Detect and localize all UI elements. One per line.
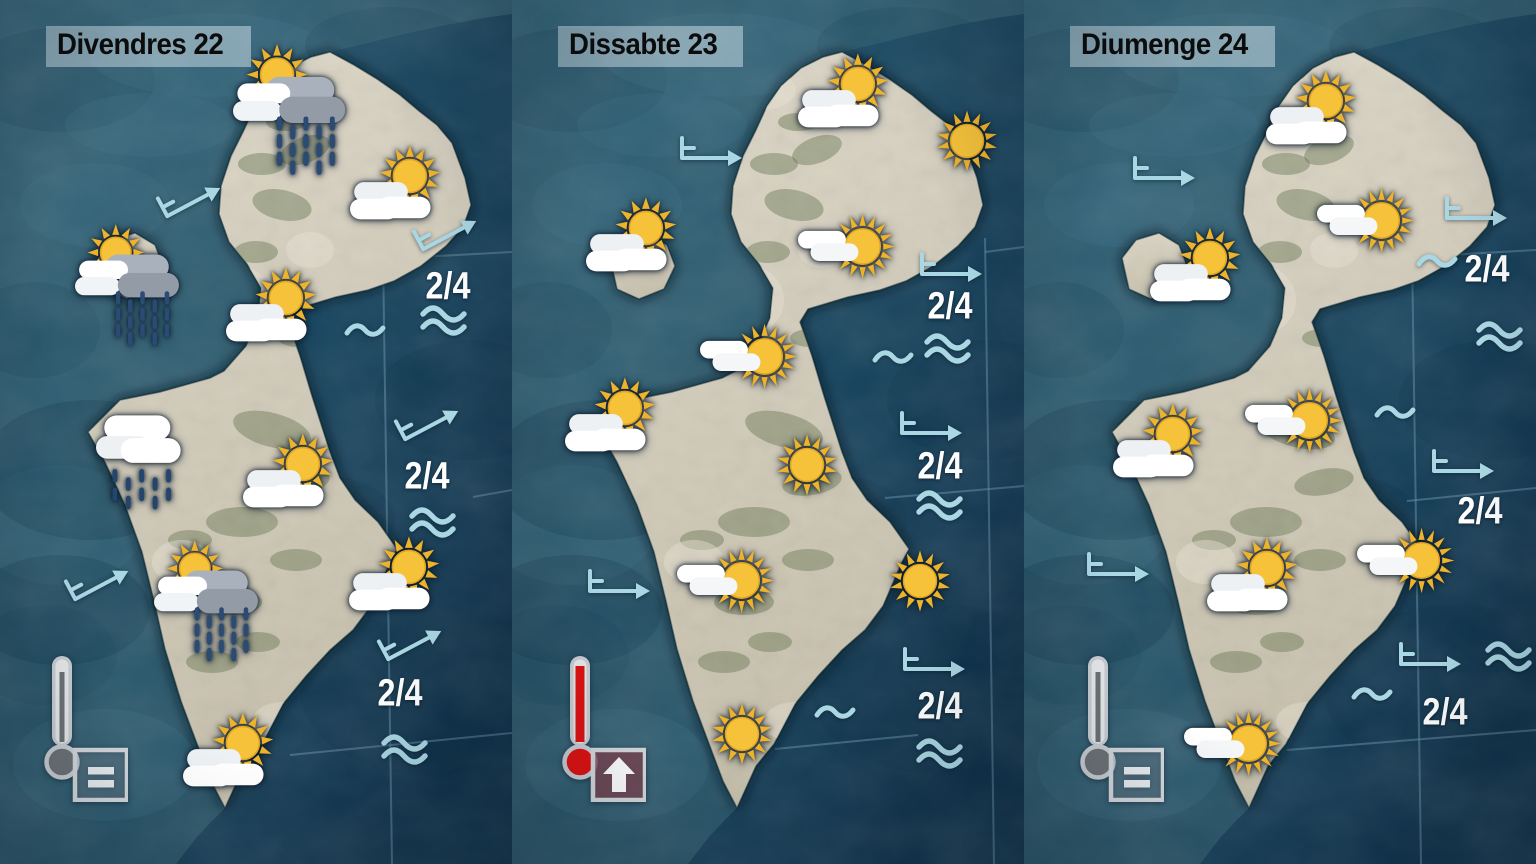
wave-single-icon	[1416, 251, 1458, 278]
sun-rain-icon	[154, 540, 260, 664]
sun-icon	[708, 699, 776, 767]
wind-arrow-e-icon	[897, 638, 969, 688]
sun-icon	[886, 546, 954, 614]
sun-small-cloud-icon	[1245, 384, 1345, 457]
sun-cloud-icon	[564, 376, 660, 468]
sun-rain-icon	[232, 43, 347, 178]
forecast-panel-dissabte: Dissabte 23 2/4 2/4 2/4	[512, 0, 1024, 864]
wind-arrow-e-icon	[1439, 187, 1511, 237]
sun-small-cloud-icon	[798, 210, 898, 283]
wind-arrow-ne-icon	[155, 172, 228, 222]
sea-state-label: 2/4	[1422, 691, 1468, 734]
thermometer-rising-icon	[546, 650, 648, 807]
wind-arrow-e-icon	[582, 560, 654, 610]
sun-cloud-icon	[585, 196, 681, 288]
wave-double-icon	[923, 332, 973, 373]
forecast-panel-diumenge: Diumenge 24 2/4 2/4 2/4	[1024, 0, 1536, 864]
wind-arrow-ne-icon	[411, 205, 484, 255]
sun-cloud-icon	[1265, 69, 1361, 161]
thermometer-steady-icon	[28, 650, 130, 807]
sun-rain-icon	[75, 224, 181, 348]
sea-state-label: 2/4	[1457, 490, 1503, 533]
sea-state-label: 2/4	[404, 455, 450, 498]
forecast-panel-divendres: Divendres 22 2/4 2/4 2/4	[0, 0, 512, 864]
wave-single-icon	[344, 320, 386, 347]
sun-small-cloud-icon	[677, 544, 777, 617]
wind-arrow-e-icon	[1127, 147, 1199, 197]
wind-arrow-ne-icon	[376, 615, 449, 665]
sun-small-cloud-icon	[1184, 707, 1284, 780]
sun-cloud-icon	[242, 432, 338, 524]
day-label-text: Divendres 22	[57, 28, 224, 61]
sun-small-cloud-icon	[1357, 524, 1457, 597]
sun-cloud-icon	[225, 266, 321, 358]
sea-state-label: 2/4	[917, 685, 963, 728]
day-label: Divendres 22	[46, 26, 251, 67]
wind-arrow-e-icon	[1081, 543, 1153, 593]
wave-double-icon	[380, 733, 430, 774]
wave-single-icon	[814, 702, 856, 729]
wave-double-icon	[419, 304, 469, 345]
sea-state-label: 2/4	[917, 445, 963, 488]
wind-arrow-e-icon	[894, 402, 966, 452]
sea-state-label: 2/4	[1464, 248, 1510, 291]
sun-cloud-icon	[1149, 226, 1245, 318]
sun-cloud-icon	[1206, 536, 1302, 628]
sun-cloud-icon	[349, 144, 445, 236]
day-label-text: Dissabte 23	[569, 28, 718, 61]
day-label-text: Diumenge 24	[1081, 28, 1248, 61]
wave-double-icon	[915, 489, 965, 530]
wind-arrow-e-icon	[1393, 633, 1465, 683]
sun-cloud-icon	[182, 711, 278, 803]
day-label: Diumenge 24	[1070, 26, 1276, 67]
wind-arrow-ne-icon	[393, 395, 466, 445]
sea-state-label: 2/4	[927, 285, 973, 328]
sun-icon	[773, 430, 841, 498]
cloud-rain-icon	[95, 403, 191, 517]
sun-small-cloud-icon	[700, 320, 800, 393]
day-label: Dissabte 23	[558, 26, 744, 67]
wind-arrow-ne-icon	[63, 555, 136, 605]
wave-double-icon	[1484, 640, 1534, 681]
wind-arrow-e-icon	[1426, 440, 1498, 490]
wave-double-icon	[915, 737, 965, 778]
sea-state-label: 2/4	[377, 672, 423, 715]
wind-arrow-e-icon	[674, 127, 746, 177]
wave-single-icon	[1374, 402, 1416, 429]
wind-arrow-e-icon	[914, 243, 986, 293]
wave-single-icon	[1351, 684, 1393, 711]
sun-small-cloud-icon	[1317, 184, 1417, 257]
sea-state-label: 2/4	[425, 265, 471, 308]
wave-double-icon	[1475, 320, 1525, 361]
thermometer-steady-icon	[1064, 650, 1166, 807]
wave-single-icon	[872, 347, 914, 374]
sun-icon	[933, 106, 1001, 174]
sun-cloud-icon	[348, 535, 444, 627]
sun-cloud-icon	[797, 52, 893, 144]
sun-cloud-icon	[1112, 402, 1208, 494]
wave-double-icon	[408, 506, 458, 547]
